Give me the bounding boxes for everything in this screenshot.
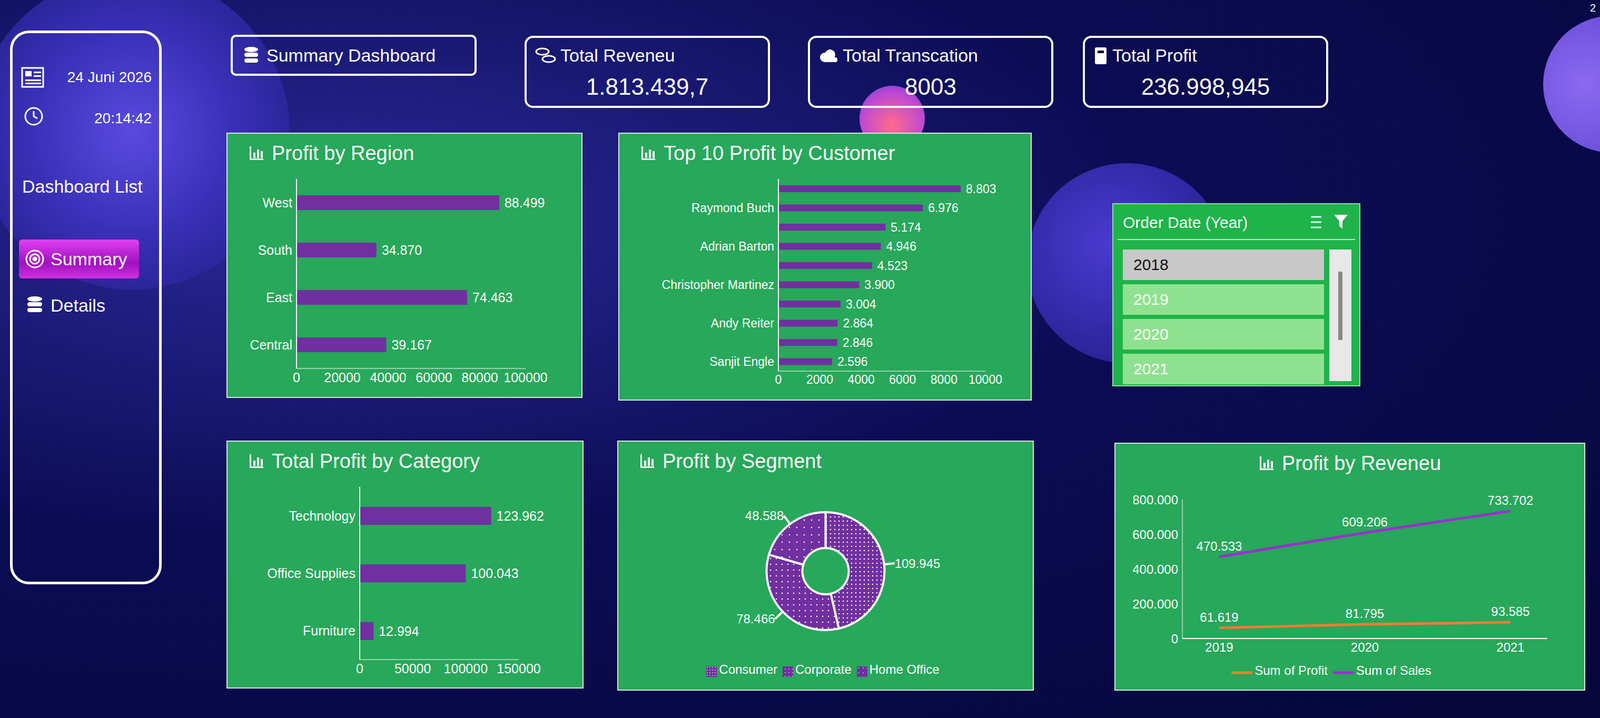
svg-text:74.463: 74.463 <box>472 290 513 305</box>
html-text:Dashboard List: Dashboard List <box>22 176 143 197</box>
svg-text:100000: 100000 <box>443 661 488 677</box>
svg-text:South: South <box>258 242 293 258</box>
svg-text:80000: 80000 <box>461 370 499 385</box>
svg-text:88.499: 88.499 <box>504 195 545 211</box>
svg-text:470.533: 470.533 <box>1196 539 1243 554</box>
svg-text:0: 0 <box>292 370 301 385</box>
html-text:Top 10 Profit by Customer: Top 10 Profit by Customer <box>663 141 895 165</box>
svg-text:6.976: 6.976 <box>927 201 959 215</box>
svg-text:93.585: 93.585 <box>1490 604 1530 619</box>
svg-text:Central: Central <box>249 337 293 353</box>
svg-text:2019: 2019 <box>1205 640 1233 655</box>
html-text:Sum of Sales: Sum of Sales <box>1356 663 1432 678</box>
svg-text:40000: 40000 <box>369 370 407 385</box>
svg-text:733.702: 733.702 <box>1487 493 1534 508</box>
html-text:Details: Details <box>50 295 106 316</box>
html-text:2021: 2021 <box>1133 360 1169 378</box>
svg-text:2021: 2021 <box>1496 640 1525 655</box>
html-text:Total Reveneu: Total Reveneu <box>560 45 675 66</box>
svg-text:20000: 20000 <box>323 370 361 385</box>
svg-text:200.000: 200.000 <box>1132 597 1179 612</box>
svg-text:Andy Reiter: Andy Reiter <box>710 316 775 331</box>
svg-text:609.206: 609.206 <box>1341 515 1388 530</box>
svg-text:2.846: 2.846 <box>842 336 874 350</box>
html-text:Total Profit by Category: Total Profit by Category <box>271 450 480 473</box>
html-text:24 Juni 2026: 24 Juni 2026 <box>67 68 152 86</box>
html-text:Profit by Segment: Profit by Segment <box>662 450 822 473</box>
svg-text:Christopher Martinez: Christopher Martinez <box>662 278 775 292</box>
svg-text:Technology: Technology <box>289 508 357 524</box>
html-text:2019: 2019 <box>1133 290 1169 309</box>
svg-text:4.523: 4.523 <box>877 259 908 273</box>
html-text:1.813.439,7: 1.813.439,7 <box>586 73 709 100</box>
svg-text:109.945: 109.945 <box>894 556 941 571</box>
svg-text:60000: 60000 <box>415 370 453 385</box>
svg-text:8.803: 8.803 <box>965 182 997 196</box>
svg-text:8000: 8000 <box>930 372 958 387</box>
html-text:Total Profit: Total Profit <box>1112 45 1197 66</box>
html-text:Summary: Summary <box>50 248 128 269</box>
svg-text:123.962: 123.962 <box>496 508 545 524</box>
html-text:Summary Dashboard: Summary Dashboard <box>266 45 436 66</box>
svg-text:800.000: 800.000 <box>1132 492 1179 508</box>
svg-text:0: 0 <box>775 372 783 387</box>
svg-text:39.167: 39.167 <box>391 337 432 353</box>
svg-text:Raymond Buch: Raymond Buch <box>691 201 775 215</box>
svg-text:78.466: 78.466 <box>736 611 775 627</box>
html-text:8003: 8003 <box>904 73 957 100</box>
svg-text:12.994: 12.994 <box>378 624 420 639</box>
svg-text:34.870: 34.870 <box>381 242 422 258</box>
html-text:Consumer: Consumer <box>719 662 778 677</box>
svg-text:48.588: 48.588 <box>745 508 784 523</box>
html-text:Profit by Reveneu: Profit by Reveneu <box>1281 452 1441 475</box>
svg-text:0: 0 <box>356 661 364 677</box>
svg-text:600.000: 600.000 <box>1132 527 1179 542</box>
html-text:Corporate: Corporate <box>795 662 852 677</box>
svg-text:Office Supplies: Office Supplies <box>267 566 356 581</box>
html-text:236.998,945: 236.998,945 <box>1141 73 1270 100</box>
svg-text:3.004: 3.004 <box>845 297 877 312</box>
svg-text:100000: 100000 <box>503 370 548 385</box>
svg-text:Furniture: Furniture <box>302 623 356 639</box>
svg-text:400.000: 400.000 <box>1132 562 1179 577</box>
svg-text:East: East <box>265 290 293 305</box>
svg-text:10000: 10000 <box>968 372 1003 387</box>
html-text:2018: 2018 <box>1133 255 1169 274</box>
svg-text:100.043: 100.043 <box>470 566 519 581</box>
svg-text:4000: 4000 <box>847 372 875 387</box>
svg-text:50000: 50000 <box>394 661 432 677</box>
svg-text:81.795: 81.795 <box>1345 606 1385 621</box>
svg-text:2000: 2000 <box>806 372 834 387</box>
svg-text:2.596: 2.596 <box>837 354 868 369</box>
svg-text:61.619: 61.619 <box>1199 610 1239 625</box>
html-text:Home Office: Home Office <box>869 662 940 677</box>
html-text:Order Date (Year): Order Date (Year) <box>1122 213 1248 232</box>
svg-text:150000: 150000 <box>496 661 541 677</box>
html-text:20:14:42: 20:14:42 <box>94 110 152 127</box>
svg-text:6000: 6000 <box>889 372 916 387</box>
svg-text:4.946: 4.946 <box>885 239 917 254</box>
html-text:2: 2 <box>1589 2 1596 14</box>
html-text:Total Transcation: Total Transcation <box>842 45 979 66</box>
svg-text:5.174: 5.174 <box>890 220 922 235</box>
svg-text:3.900: 3.900 <box>864 278 895 292</box>
svg-text:Sanjit Engle: Sanjit Engle <box>709 354 775 369</box>
svg-text:Adrian Barton: Adrian Barton <box>699 239 775 254</box>
svg-text:2.864: 2.864 <box>843 316 874 331</box>
html-text:Profit by Region: Profit by Region <box>271 141 415 165</box>
html-text:Sum of Profit: Sum of Profit <box>1254 663 1328 678</box>
html-text:2020: 2020 <box>1133 325 1169 343</box>
svg-text:2020: 2020 <box>1350 640 1379 655</box>
svg-text:0: 0 <box>1171 631 1179 647</box>
svg-text:West: West <box>262 195 293 211</box>
